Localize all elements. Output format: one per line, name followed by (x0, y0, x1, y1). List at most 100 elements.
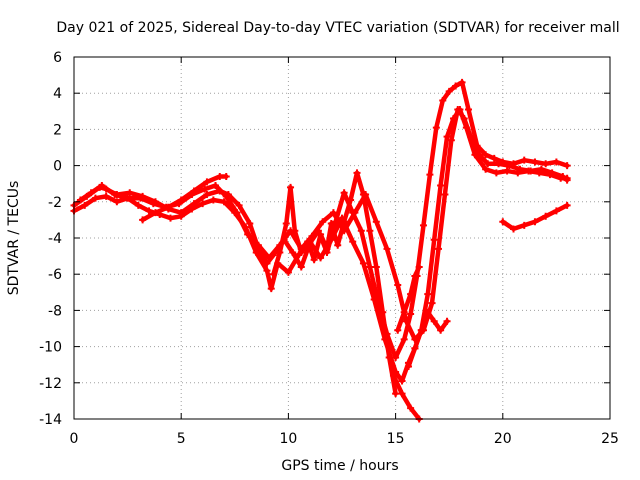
data-point-marker (452, 82, 460, 90)
data-point-marker (203, 191, 211, 199)
data-point-marker (392, 390, 400, 398)
data-point-marker (389, 372, 397, 380)
data-point-marker (233, 209, 241, 217)
data-point-marker (222, 172, 230, 180)
data-point-marker (199, 200, 207, 208)
data-point-marker (402, 317, 410, 325)
data-point-marker (297, 263, 305, 271)
data-point-marker (289, 248, 297, 256)
data-point-marker (252, 248, 260, 256)
data-point-marker (430, 236, 438, 244)
data-point-marker (282, 220, 290, 228)
data-point-marker (340, 189, 348, 197)
data-point-marker (417, 326, 425, 334)
data-point-marker (430, 317, 438, 325)
data-point-marker (398, 377, 406, 385)
data-point-marker (216, 172, 224, 180)
data-point-marker (552, 158, 560, 166)
data-point-marker (563, 162, 571, 170)
series-line-sat-f (391, 373, 422, 422)
series-line-sat-b (71, 107, 570, 384)
data-point-marker (136, 194, 144, 202)
data-point-marker (267, 285, 275, 293)
data-point-marker (81, 201, 89, 209)
data-point-marker (91, 194, 99, 202)
data-point-marker (372, 263, 380, 271)
data-point-marker (76, 196, 84, 204)
data-point-marker (222, 192, 230, 200)
data-point-marker (111, 191, 119, 199)
data-point-marker (407, 310, 415, 318)
x-tick-label: 25 (601, 431, 619, 447)
data-point-marker (149, 200, 157, 208)
data-point-marker (263, 267, 271, 275)
data-point-marker (366, 263, 374, 271)
data-point-marker (531, 158, 539, 166)
data-point-marker (304, 238, 312, 246)
data-point-marker (510, 225, 518, 233)
data-point-marker (276, 248, 284, 256)
data-point-marker (297, 248, 305, 256)
x-axis-label: GPS time / hours (281, 458, 398, 474)
data-point-marker (404, 363, 412, 371)
data-point-marker (134, 201, 142, 209)
data-point-marker (503, 167, 511, 175)
data-point-marker (126, 189, 134, 197)
data-point-marker (424, 308, 432, 316)
data-point-marker (432, 124, 440, 132)
data-point-marker (394, 281, 402, 289)
data-point-marker (482, 151, 490, 159)
series-line-sat-i (500, 203, 570, 232)
data-point-marker (190, 187, 198, 195)
data-point-marker (475, 151, 483, 159)
data-point-marker (145, 207, 153, 215)
data-point-marker (415, 263, 423, 271)
y-tick-label: -8 (48, 303, 62, 319)
data-point-marker (329, 209, 337, 217)
data-point-marker (188, 205, 196, 213)
tick-labels: 0 5 10 15 20 25 -14 -12 -10 -8 -6 -4 -2 0 2 4 6 (39, 50, 619, 447)
data-point-marker (370, 296, 378, 304)
data-series-group (70, 78, 571, 423)
data-point-marker (492, 169, 500, 177)
data-point-marker (235, 201, 243, 209)
data-point-marker (139, 216, 147, 224)
data-point-marker (419, 221, 427, 229)
data-point-marker (443, 133, 451, 141)
data-point-marker (482, 165, 490, 173)
data-point-marker (542, 160, 550, 168)
data-point-marker (385, 353, 393, 361)
data-point-marker (357, 227, 365, 235)
data-point-marker (439, 96, 447, 104)
data-point-marker (201, 185, 209, 193)
data-point-marker (166, 214, 174, 222)
data-point-marker (531, 218, 539, 226)
data-point-marker (520, 221, 528, 229)
data-point-marker (379, 308, 387, 316)
data-point-marker (426, 171, 434, 179)
data-point-marker (151, 209, 159, 217)
data-point-marker (411, 272, 419, 280)
y-axis-label: SDTVAR / TECUs (6, 181, 22, 296)
data-point-marker (177, 212, 185, 220)
series-line-sat-e (271, 170, 398, 396)
data-point-marker (359, 259, 367, 267)
series-line-sat-a (71, 80, 570, 360)
data-point-marker (548, 169, 556, 177)
data-point-marker (527, 167, 535, 175)
data-point-marker (287, 183, 295, 191)
grid (74, 57, 610, 419)
data-point-marker (209, 196, 217, 204)
x-tick-label: 20 (494, 431, 512, 447)
data-point-marker (327, 220, 335, 228)
data-point-marker (537, 165, 545, 173)
data-point-marker (244, 230, 252, 238)
data-point-marker (265, 254, 273, 262)
y-tick-label: -10 (39, 340, 62, 356)
data-point-marker (284, 268, 292, 276)
data-point-marker (499, 218, 507, 226)
data-point-marker (308, 232, 316, 240)
data-point-marker (291, 227, 299, 235)
data-point-marker (164, 203, 172, 211)
data-point-marker (102, 192, 110, 200)
